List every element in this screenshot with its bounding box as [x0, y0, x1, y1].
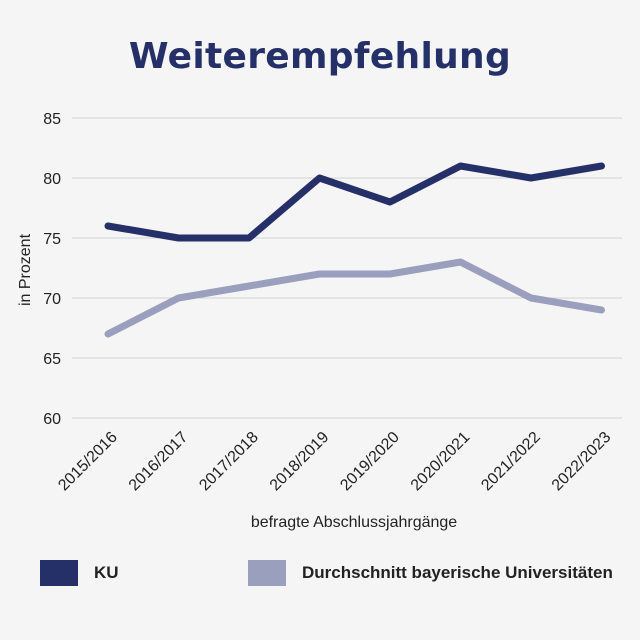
legend: KU Durchschnitt bayerische Universitäten [40, 560, 640, 590]
x-tick-label: 2022/2023 [549, 429, 615, 495]
gridlines [72, 117, 622, 419]
legend-swatch-average [248, 560, 286, 586]
x-tick-label: 2021/2022 [478, 429, 544, 495]
series-line-ku [104, 162, 605, 242]
x-axis-label: befragte Abschlussjahrgänge [251, 514, 457, 531]
x-tick-label: 2017/2018 [196, 429, 262, 495]
legend-item-average: Durchschnitt bayerische Universitäten [248, 560, 613, 586]
legend-label-ku: KU [94, 563, 119, 582]
y-tick-label: 60 [43, 411, 61, 428]
x-tick-label: 2018/2019 [267, 429, 333, 495]
chart-title: Weiterempfehlung [128, 36, 512, 77]
legend-item-ku: KU [40, 560, 119, 586]
y-tick-label: 65 [43, 351, 61, 368]
series-lines [104, 162, 605, 338]
y-tick-label: 70 [43, 291, 61, 308]
x-tick-label: 2016/2017 [126, 429, 192, 495]
y-tick-label: 80 [43, 171, 61, 188]
y-tick-label: 75 [43, 231, 61, 248]
x-tick-label: 2015/2016 [55, 429, 121, 495]
x-tick-label: 2020/2021 [408, 429, 474, 495]
x-axis-ticks: 2015/2016 2016/2017 2017/2018 2018/2019 2019… [55, 429, 614, 495]
x-tick-label: 2019/2020 [337, 429, 403, 495]
series-line-average [104, 258, 605, 338]
line-chart: 60 65 70 75 80 85 2015/2016 2016/2017 2017/2018… [17, 111, 622, 531]
y-tick-label: 85 [43, 111, 61, 128]
y-axis-label: in Prozent [17, 233, 34, 306]
legend-swatch-ku [40, 560, 78, 586]
y-axis-ticks: 60 65 70 75 80 85 [43, 111, 61, 428]
legend-label-average: Durchschnitt bayerische Universitäten [302, 563, 613, 582]
